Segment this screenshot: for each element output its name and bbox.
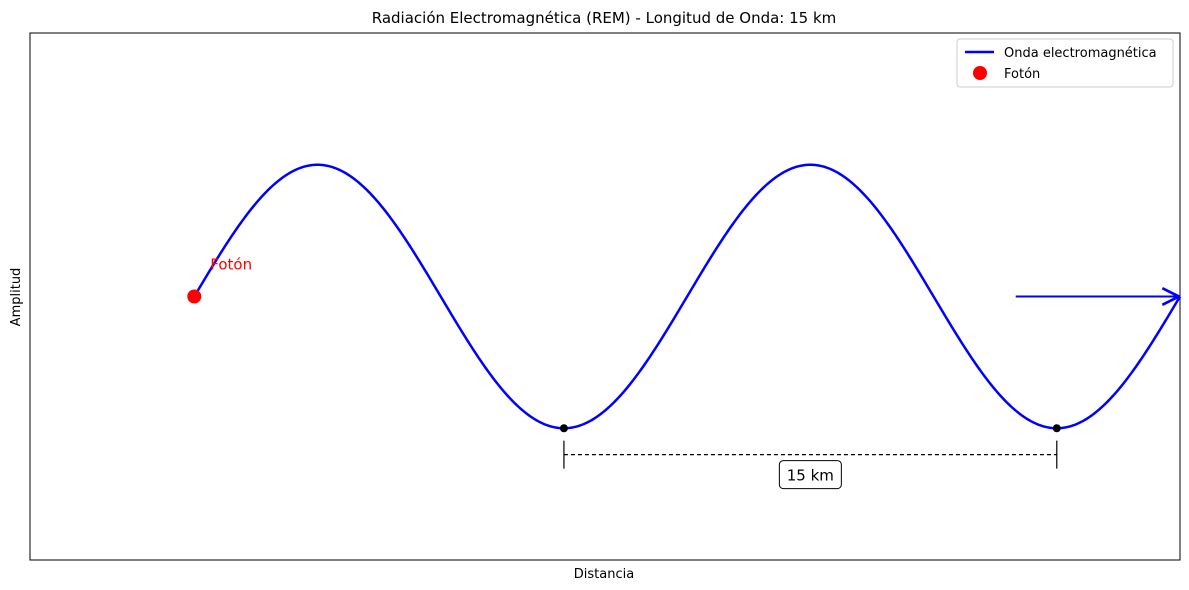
trough-point-1 (559, 424, 568, 433)
legend-photon-label: Fotón (1004, 67, 1040, 82)
legend-photon-swatch (973, 66, 987, 80)
plot-area (29, 32, 1181, 561)
y-axis-label: Amplitud (9, 268, 24, 327)
legend: Onda electromagnética Fotón (956, 38, 1174, 88)
trough-point-2 (1052, 424, 1061, 433)
plot-layer: Fotón 15 km (187, 163, 1182, 490)
x-axis-label: Distancia (574, 567, 634, 582)
photon-marker (187, 289, 202, 304)
legend-wave-label: Onda electromagnética (1004, 46, 1157, 61)
chart-title: Radiación Electromagnética (REM) - Longi… (372, 9, 837, 27)
legend-frame (956, 38, 1174, 88)
wavelength-label: 15 km (787, 467, 834, 485)
photon-label: Fotón (210, 256, 252, 274)
wave-line (193, 163, 1182, 430)
wavelength-label-box (778, 460, 842, 490)
